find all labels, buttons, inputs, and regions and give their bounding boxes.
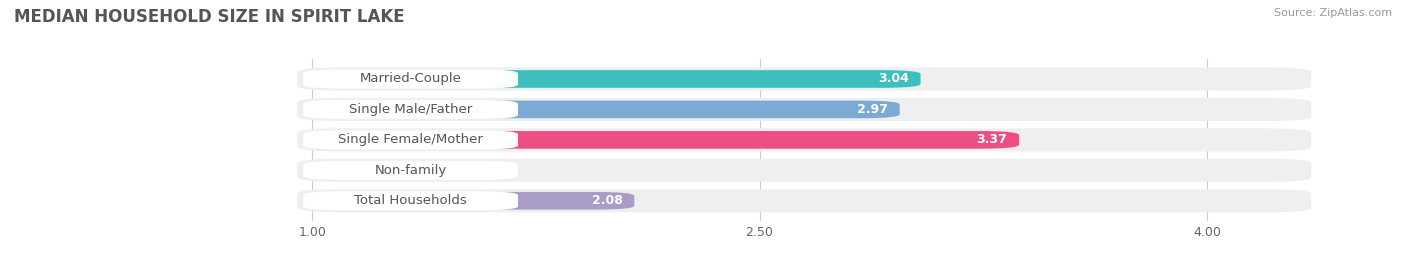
FancyBboxPatch shape: [312, 70, 921, 88]
FancyBboxPatch shape: [297, 128, 1312, 151]
FancyBboxPatch shape: [304, 161, 517, 180]
Text: 3.37: 3.37: [976, 133, 1007, 146]
FancyBboxPatch shape: [297, 98, 1312, 121]
FancyBboxPatch shape: [312, 101, 900, 118]
FancyBboxPatch shape: [297, 68, 1312, 91]
Text: MEDIAN HOUSEHOLD SIZE IN SPIRIT LAKE: MEDIAN HOUSEHOLD SIZE IN SPIRIT LAKE: [14, 8, 405, 26]
Text: Married-Couple: Married-Couple: [360, 72, 461, 86]
FancyBboxPatch shape: [312, 192, 634, 210]
FancyBboxPatch shape: [304, 191, 517, 210]
Text: Single Female/Mother: Single Female/Mother: [339, 133, 484, 146]
FancyBboxPatch shape: [297, 189, 1312, 212]
FancyBboxPatch shape: [312, 131, 1019, 149]
Text: 3.04: 3.04: [877, 72, 908, 86]
Text: Single Male/Father: Single Male/Father: [349, 103, 472, 116]
Text: Total Households: Total Households: [354, 194, 467, 207]
FancyBboxPatch shape: [309, 161, 352, 179]
FancyBboxPatch shape: [297, 159, 1312, 182]
Text: 2.08: 2.08: [592, 194, 623, 207]
FancyBboxPatch shape: [304, 130, 517, 149]
Text: Non-family: Non-family: [374, 164, 447, 177]
Text: Source: ZipAtlas.com: Source: ZipAtlas.com: [1274, 8, 1392, 18]
FancyBboxPatch shape: [304, 100, 517, 119]
FancyBboxPatch shape: [304, 69, 517, 89]
Text: 1.12: 1.12: [305, 164, 336, 177]
Text: 2.97: 2.97: [856, 103, 887, 116]
